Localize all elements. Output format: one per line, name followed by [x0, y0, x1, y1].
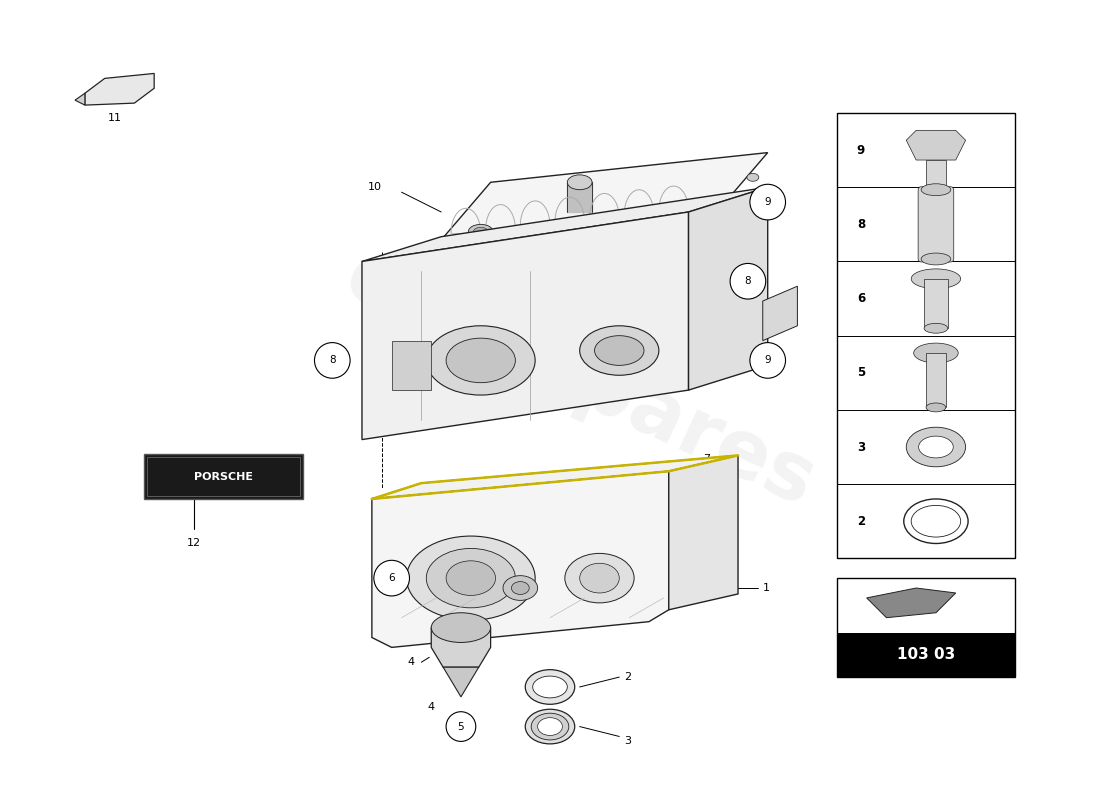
Text: 4: 4: [428, 702, 435, 712]
Polygon shape: [906, 130, 966, 160]
Text: 9: 9: [857, 144, 865, 157]
Polygon shape: [669, 455, 738, 610]
Bar: [837, 633, 1015, 677]
Ellipse shape: [531, 714, 569, 740]
Text: 7: 7: [703, 454, 711, 464]
Text: 3: 3: [857, 441, 865, 454]
Bar: [837, 113, 1015, 558]
Text: 103 03: 103 03: [896, 647, 955, 662]
Circle shape: [750, 342, 785, 378]
Ellipse shape: [568, 175, 592, 190]
Polygon shape: [362, 212, 689, 439]
Ellipse shape: [447, 561, 496, 595]
Ellipse shape: [431, 613, 491, 642]
Ellipse shape: [473, 227, 488, 236]
Circle shape: [730, 263, 766, 299]
Ellipse shape: [526, 710, 574, 744]
Polygon shape: [85, 74, 154, 105]
Ellipse shape: [580, 563, 619, 593]
Ellipse shape: [594, 336, 643, 366]
Text: 8: 8: [329, 355, 336, 366]
Circle shape: [374, 560, 409, 596]
Ellipse shape: [407, 536, 536, 620]
Ellipse shape: [427, 549, 516, 608]
Text: 9: 9: [764, 355, 771, 366]
Ellipse shape: [911, 269, 960, 289]
Text: 9: 9: [764, 197, 771, 207]
Ellipse shape: [904, 499, 968, 543]
Text: 10: 10: [367, 182, 382, 192]
Ellipse shape: [580, 326, 659, 375]
Text: 6: 6: [388, 573, 395, 583]
Ellipse shape: [926, 403, 946, 412]
Ellipse shape: [747, 174, 759, 182]
Circle shape: [315, 342, 350, 378]
Bar: [926, 353, 946, 407]
Text: 12: 12: [187, 538, 201, 549]
Polygon shape: [392, 341, 431, 390]
Text: 6: 6: [857, 292, 865, 305]
Ellipse shape: [911, 506, 960, 537]
Text: 2: 2: [624, 672, 631, 682]
Ellipse shape: [512, 582, 529, 594]
Text: 5: 5: [857, 366, 865, 379]
Bar: [147, 458, 299, 496]
Ellipse shape: [914, 343, 958, 363]
Ellipse shape: [526, 670, 574, 704]
Ellipse shape: [918, 436, 954, 458]
Polygon shape: [443, 667, 478, 697]
Bar: [837, 578, 1015, 677]
Bar: [144, 454, 302, 499]
Text: 2: 2: [857, 514, 865, 528]
Ellipse shape: [757, 208, 769, 216]
Polygon shape: [689, 187, 768, 390]
Text: 4: 4: [408, 658, 415, 667]
Ellipse shape: [469, 224, 493, 239]
Text: 1: 1: [762, 583, 770, 593]
Text: 3: 3: [624, 737, 631, 746]
Text: 8: 8: [857, 218, 865, 231]
Text: 5: 5: [458, 722, 464, 731]
Ellipse shape: [921, 184, 950, 196]
Polygon shape: [75, 94, 85, 105]
Text: 11: 11: [108, 113, 122, 123]
Text: 8: 8: [745, 276, 751, 286]
Ellipse shape: [906, 427, 966, 466]
Circle shape: [750, 184, 785, 220]
Bar: [924, 278, 948, 328]
FancyBboxPatch shape: [918, 186, 954, 262]
Polygon shape: [431, 628, 491, 667]
Ellipse shape: [564, 554, 634, 603]
Polygon shape: [431, 153, 768, 251]
Ellipse shape: [532, 676, 568, 698]
Polygon shape: [762, 286, 798, 341]
Polygon shape: [867, 588, 956, 618]
Polygon shape: [372, 471, 669, 647]
Ellipse shape: [427, 326, 536, 395]
Text: a passion for parts since 1985: a passion for parts since 1985: [397, 537, 644, 619]
Ellipse shape: [921, 253, 950, 265]
Text: eurospares: eurospares: [332, 238, 827, 523]
Polygon shape: [431, 222, 708, 282]
Circle shape: [447, 712, 476, 742]
Ellipse shape: [538, 718, 562, 735]
Bar: [926, 160, 946, 190]
Ellipse shape: [924, 323, 948, 334]
Ellipse shape: [447, 338, 516, 382]
Text: PORSCHE: PORSCHE: [194, 472, 253, 482]
Polygon shape: [362, 187, 768, 262]
Polygon shape: [372, 455, 738, 499]
Ellipse shape: [503, 576, 538, 600]
